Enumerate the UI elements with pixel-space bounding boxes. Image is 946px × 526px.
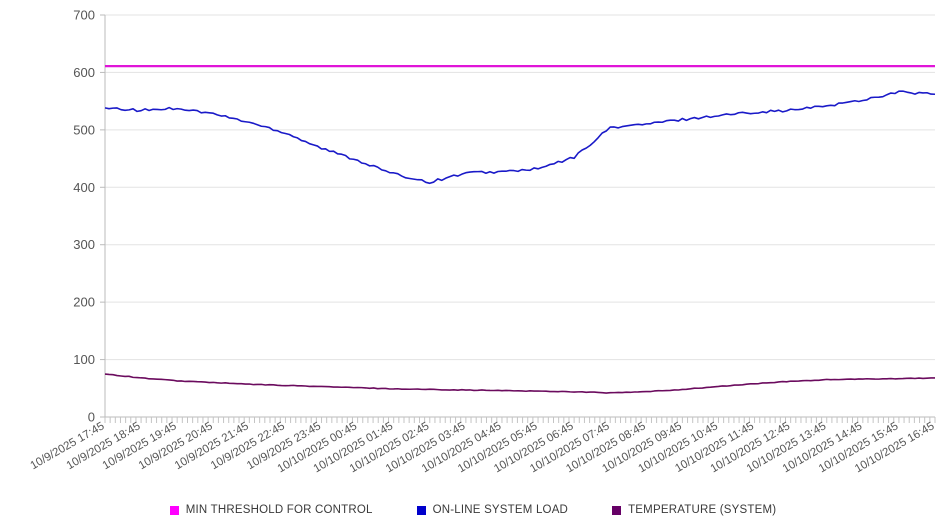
y-axis-tick-label: 0: [88, 410, 95, 425]
legend-swatch-icon: [416, 505, 426, 515]
y-axis-tick-label: 700: [73, 8, 95, 23]
y-axis-tick-label: 400: [73, 180, 95, 195]
y-axis-tick-label: 600: [73, 65, 95, 80]
y-axis-tick-label: 500: [73, 122, 95, 137]
legend-swatch-icon: [612, 505, 622, 515]
legend-item[interactable]: MIN THRESHOLD FOR CONTROL: [169, 504, 373, 516]
chart-legend: MIN THRESHOLD FOR CONTROL ON-LINE SYSTEM …: [0, 504, 946, 516]
legend-label: TEMPERATURE (SYSTEM): [628, 504, 777, 516]
legend-item[interactable]: TEMPERATURE (SYSTEM): [612, 504, 776, 516]
legend-label: ON-LINE SYSTEM LOAD: [432, 504, 569, 516]
y-axis-tick-label: 100: [73, 352, 95, 367]
y-axis-tick-label: 300: [73, 237, 95, 252]
series-line-2: [104, 373, 935, 394]
legend-item[interactable]: ON-LINE SYSTEM LOAD: [416, 504, 569, 516]
series-line-1: [104, 90, 936, 185]
y-axis-tick-label: 200: [73, 295, 95, 310]
legend-label: MIN THRESHOLD FOR CONTROL: [185, 504, 373, 516]
legend-swatch-icon: [169, 505, 179, 515]
